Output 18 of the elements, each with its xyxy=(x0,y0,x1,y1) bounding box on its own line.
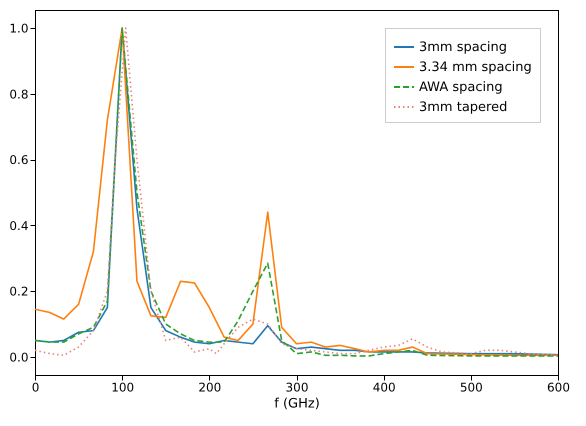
legend-label: 3.34 mm spacing xyxy=(419,60,532,75)
x-tick-label: 500 xyxy=(460,380,483,394)
y-tick-label: 0.6 xyxy=(9,153,28,168)
y-tick-label: 0.8 xyxy=(9,87,28,102)
x-tick-label: 100 xyxy=(111,380,134,394)
x-tick-label: 300 xyxy=(286,380,308,394)
x-tick-label: 0 xyxy=(32,380,40,394)
x-axis-title: f (GHz) xyxy=(274,396,320,412)
legend-label: 3mm spacing xyxy=(419,40,507,55)
x-tick-label: 400 xyxy=(372,380,396,394)
y-tick-label: 1.0 xyxy=(9,22,28,36)
legend-label: 3mm tapered xyxy=(419,100,508,115)
legend-label: AWA spacing xyxy=(419,80,503,95)
x-tick-label: 200 xyxy=(198,380,222,394)
y-tick-label: 0.0 xyxy=(9,350,28,364)
y-tick-label: 0.4 xyxy=(9,218,28,233)
x-tick-label: 600 xyxy=(547,380,570,394)
y-tick-label: 0.2 xyxy=(9,284,28,299)
